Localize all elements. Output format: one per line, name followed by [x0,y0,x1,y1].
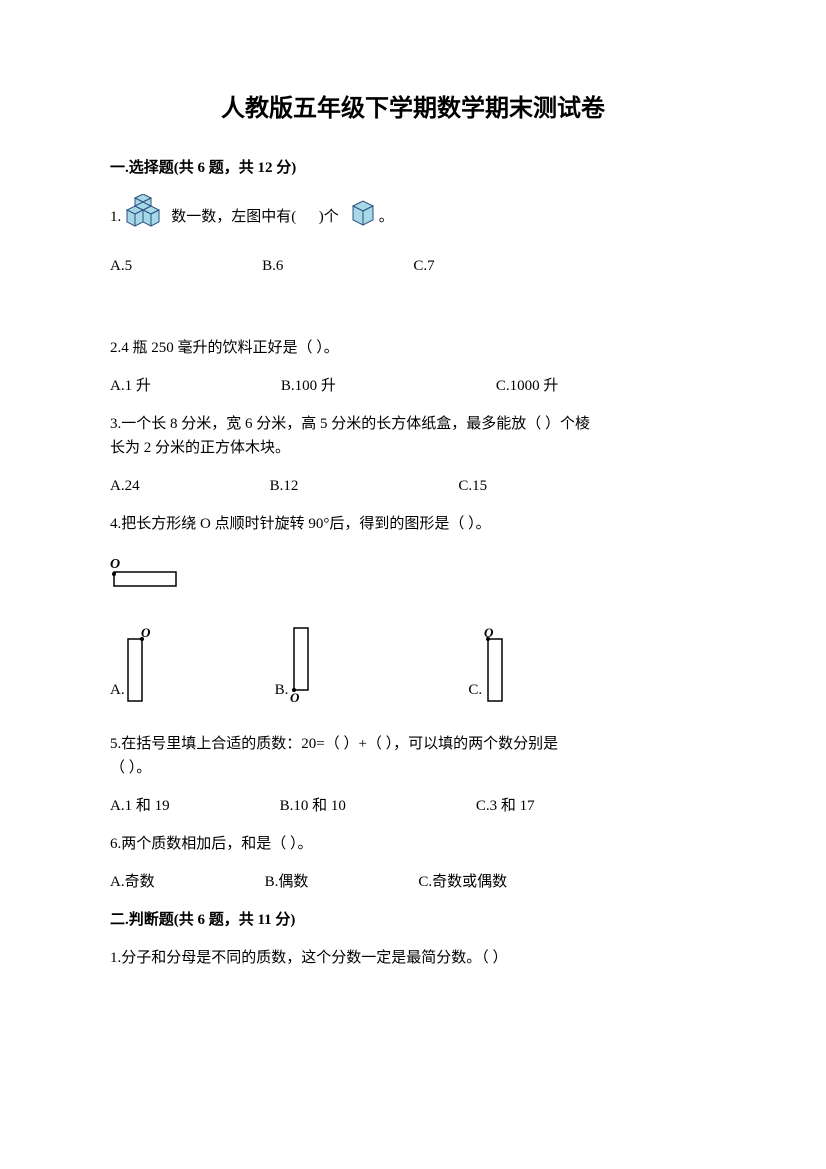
section2-question-1: 1.分子和分母是不同的质数，这个分数一定是最简分数。（ ） [110,946,716,970]
q3-line1: 3.一个长 8 分米，宽 6 分米，高 5 分米的长方体纸盒，最多能放（ ）个棱 [110,412,716,436]
q4-optA: A. O [110,627,155,702]
q4-optC: C. O [468,627,512,702]
question-5: 5.在括号里填上合适的质数：20=（ ）+（ ），可以填的两个数分别是 （ ）。… [110,732,716,818]
svg-text:O: O [110,558,120,572]
q3-optB: B.12 [270,474,299,498]
q1-text2: )个 [319,205,339,229]
q1-text1: 数一数，左图中有( [171,205,296,229]
q3-optA: A.24 [110,474,140,498]
q5-optC: C.3 和 17 [476,794,535,818]
q6-optB: B.偶数 [265,870,309,894]
q1-text3: 。 [379,205,394,229]
q3-line2: 长为 2 分米的正方体木块。 [110,436,716,460]
q6-optA: A.奇数 [110,870,155,894]
single-cube-icon [349,198,379,236]
question-3: 3.一个长 8 分米，宽 6 分米，高 5 分米的长方体纸盒，最多能放（ ）个棱… [110,412,716,498]
section1-header: 一.选择题(共 6 题，共 12 分) [110,156,716,180]
q4-optC-label: C. [468,678,482,702]
svg-text:O: O [290,690,300,702]
q4-optB-label: B. [275,678,289,702]
q4-text: 4.把长方形绕 O 点顺时针旋转 90°后，得到的图形是（ ）。 [110,512,716,536]
question-2: 2.4 瓶 250 毫升的饮料正好是（ ）。 A.1 升 B.100 升 C.1… [110,336,716,398]
q2-optB: B.100 升 [281,374,336,398]
q5-line1: 5.在括号里填上合适的质数：20=（ ）+（ ），可以填的两个数分别是 [110,732,716,756]
q5-line2: （ ）。 [110,756,716,780]
q2-optA: A.1 升 [110,374,151,398]
q6-text: 6.两个质数相加后，和是（ ）。 [110,832,716,856]
section2-header: 二.判断题(共 6 题，共 11 分) [110,908,716,932]
q3-optC: C.15 [458,474,487,498]
q6-optC: C.奇数或偶数 [418,870,507,894]
cube-group-icon [125,194,167,240]
q2-optC: C.1000 升 [496,374,559,398]
q5-optA: A.1 和 19 [110,794,170,818]
question-4: 4.把长方形绕 O 点顺时针旋转 90°后，得到的图形是（ ）。 O A. O … [110,512,716,702]
q1-optA: A.5 [110,254,132,278]
q2-text: 2.4 瓶 250 毫升的饮料正好是（ ）。 [110,336,716,360]
question-6: 6.两个质数相加后，和是（ ）。 A.奇数 B.偶数 C.奇数或偶数 [110,832,716,894]
q4-optB: B. O [275,624,319,702]
q1-optC: C.7 [413,254,434,278]
question-1: 1. [110,194,716,278]
page-title: 人教版五年级下学期数学期末测试卷 [110,90,716,128]
q5-optB: B.10 和 10 [280,794,346,818]
q1-num: 1. [110,205,121,229]
q1-blank [296,205,319,229]
q1-optB: B.6 [262,254,283,278]
s2-q1-text: 1.分子和分母是不同的质数，这个分数一定是最简分数。（ ） [110,946,716,970]
q4-optA-label: A. [110,678,125,702]
q4-original-figure: O [110,558,716,596]
